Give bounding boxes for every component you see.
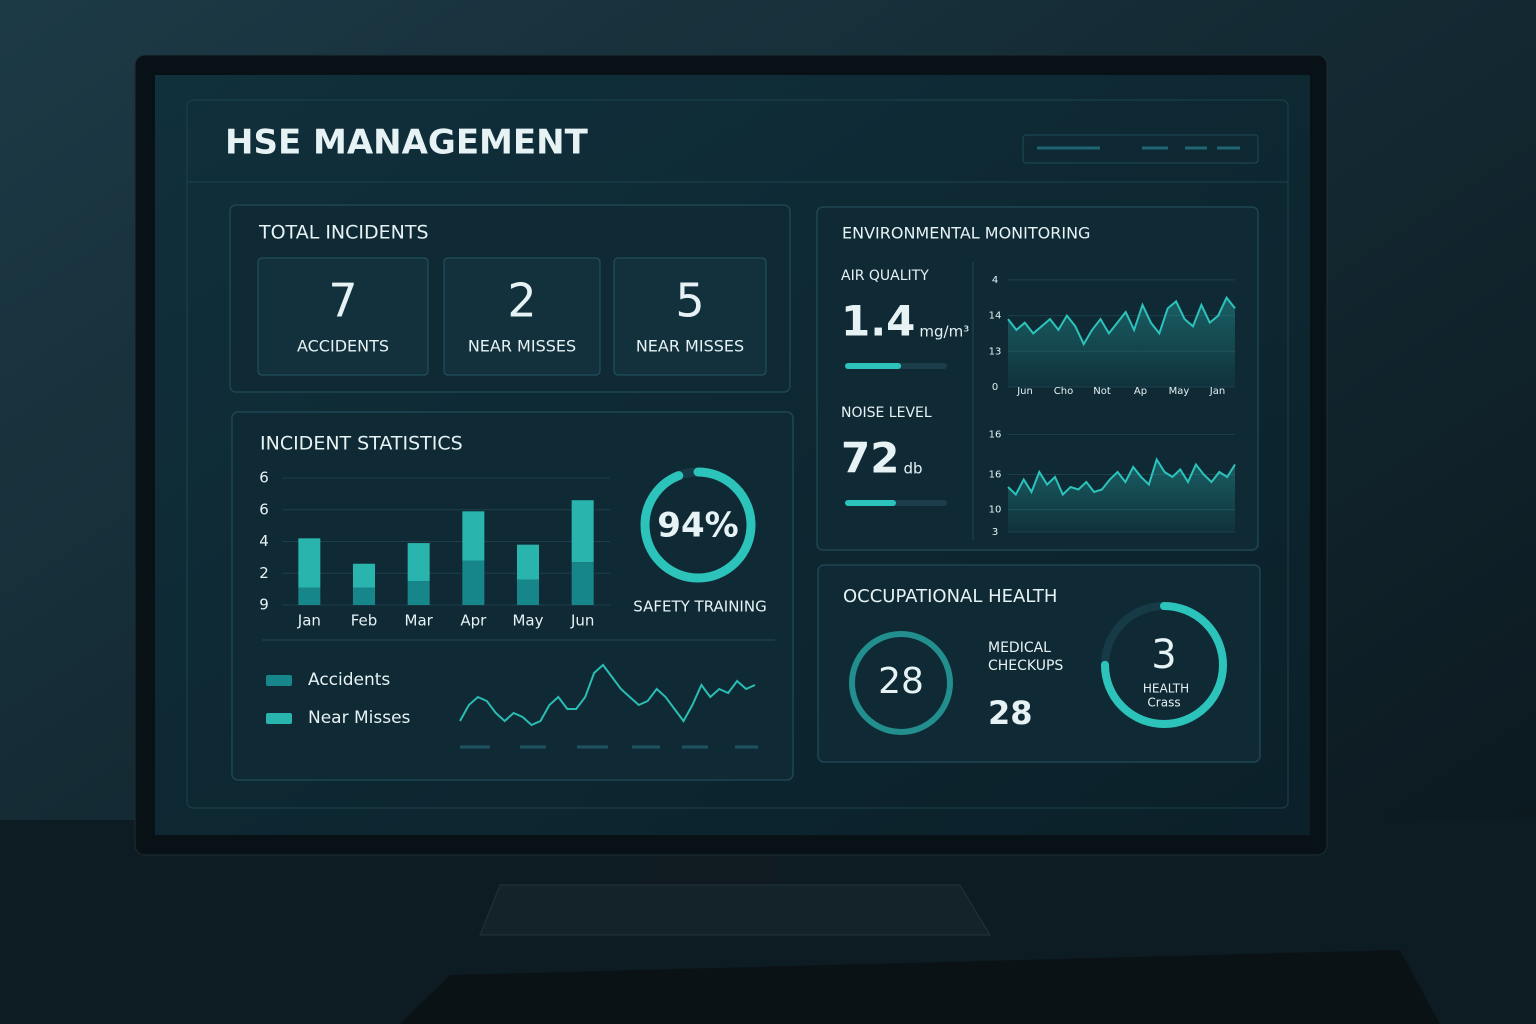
metric-label: AIR QUALITY (841, 268, 929, 284)
panel-title: OCCUPATIONAL HEALTH (843, 586, 1057, 607)
legend-swatch (266, 675, 292, 686)
keyboard (400, 950, 1440, 1024)
y-tick-label: 10 (989, 505, 1002, 516)
y-tick-label: 6 (259, 500, 269, 518)
bar-segment (407, 543, 430, 582)
progress-fill (845, 363, 902, 369)
bar-segment (517, 579, 539, 605)
panel-title: INCIDENT STATISTICS (260, 433, 463, 455)
ring-progress (640, 467, 756, 583)
bar-segment (298, 587, 321, 605)
x-tick-label: Jan (297, 612, 321, 630)
y-tick-label: 16 (989, 430, 1002, 441)
card-value: 2 (507, 274, 536, 328)
monitor-base (479, 884, 991, 936)
y-tick-label: 3 (992, 527, 998, 538)
line-area (1008, 459, 1235, 532)
y-tick-label: 14 (989, 311, 1002, 322)
ring-progress (1101, 602, 1227, 728)
incident-card (257, 257, 429, 376)
y-tick-label: 0 (992, 382, 998, 393)
y-tick-label: 4 (992, 275, 998, 286)
occupational-health-panel (817, 564, 1261, 763)
header-controls (1022, 134, 1259, 164)
metric-label: NOISE LEVEL (841, 405, 932, 421)
x-tick-label: Not (1093, 386, 1111, 397)
checkups-value: 28 (988, 694, 1033, 732)
bar-segment (571, 562, 594, 605)
x-tick-label: Jun (1016, 386, 1033, 397)
y-tick-label: 6 (259, 469, 269, 487)
x-tick-label: Jan (1209, 386, 1225, 397)
bar-segment (462, 560, 485, 605)
checkup-ring (849, 631, 953, 735)
panel-title: TOTAL INCIDENTS (258, 222, 429, 244)
y-tick-label: 13 (989, 346, 1002, 357)
x-tick-label: May (1169, 386, 1190, 397)
card-label: NEAR MISSES (468, 337, 576, 356)
bar-segment (353, 587, 375, 605)
y-tick-label: 9 (259, 596, 269, 614)
dashboard-title: HSE MANAGEMENT (225, 123, 589, 163)
training-value: 94% (657, 506, 738, 546)
card-label: NEAR MISSES (636, 337, 744, 356)
bar-segment (298, 538, 321, 588)
panel-title: ENVIRONMENTAL MONITORING (842, 224, 1090, 243)
x-tick-label: Jun (570, 612, 594, 630)
x-tick-label: Ap (1134, 386, 1147, 397)
card-value: 5 (675, 274, 704, 328)
checkups-label: MEDICAL (988, 640, 1051, 656)
bar-segment (517, 544, 539, 580)
metric-unit: db (903, 460, 922, 478)
metric-unit: mg/m³ (919, 323, 969, 341)
metric-value: 72 (841, 434, 899, 483)
line (1007, 457, 1236, 497)
line (1007, 295, 1236, 347)
legend-swatch (266, 713, 292, 724)
x-tick-label: Feb (351, 612, 378, 630)
x-tick-label: May (512, 612, 543, 630)
legend-label: Accidents (308, 670, 390, 690)
health-value: 3 (1151, 632, 1176, 678)
legend-label: Near Misses (308, 708, 411, 728)
trend-line (459, 663, 756, 727)
checkup-ring-value: 28 (878, 661, 924, 702)
incident-card (443, 257, 601, 376)
health-label: HEALTH (1143, 682, 1189, 696)
card-value: 7 (328, 274, 357, 328)
x-tick-label: Cho (1054, 386, 1073, 397)
bar-segment (571, 500, 594, 563)
y-tick-label: 16 (989, 470, 1002, 481)
training-label: SAFETY TRAINING (633, 598, 766, 616)
x-tick-label: Mar (405, 612, 434, 630)
bar-segment (462, 511, 485, 561)
progress-fill (845, 500, 896, 506)
health-sublabel: Crass (1147, 696, 1180, 710)
x-tick-label: Apr (460, 612, 487, 630)
y-tick-label: 4 (259, 532, 269, 550)
bar-segment (353, 563, 375, 588)
card-label: ACCIDENTS (297, 337, 389, 356)
dashboard-frame (186, 99, 1289, 809)
y-tick-label: 2 (259, 564, 269, 582)
incident-card (613, 257, 767, 376)
bar-segment (407, 581, 430, 605)
checkups-label: CHECKUPS (988, 658, 1063, 674)
metric-value: 1.4 (841, 297, 915, 346)
